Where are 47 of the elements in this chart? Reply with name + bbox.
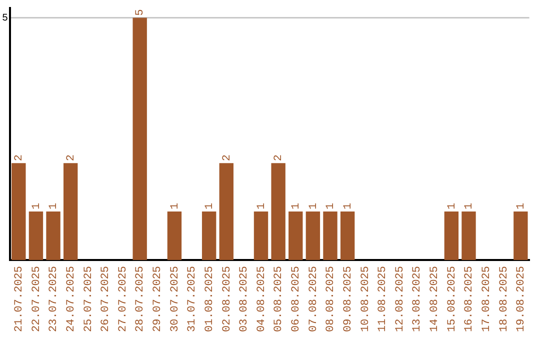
x-tick-label: 28.07.2025 [134, 266, 147, 332]
data-label: 1 [308, 202, 320, 210]
data-label: 1 [446, 202, 458, 210]
x-tick-label: 01.08.2025 [204, 266, 216, 332]
x-tick-label: 17.08.2025 [480, 266, 493, 332]
x-tick-label: 23.07.2025 [48, 266, 60, 332]
x-tick-label: 16.08.2025 [464, 266, 476, 332]
x-tick-label: 12.08.2025 [394, 266, 406, 332]
x-tick-label: 24.07.2025 [65, 266, 78, 332]
x-tick-label: 26.07.2025 [100, 266, 112, 332]
x-tick-label: 19.08.2025 [516, 266, 528, 332]
x-tick-label: 13.08.2025 [412, 266, 424, 332]
data-label: 2 [273, 154, 286, 162]
x-tick-label: 10.08.2025 [360, 266, 372, 332]
x-tick-label: 25.07.2025 [82, 266, 95, 332]
data-label: 1 [464, 202, 476, 210]
x-tick-label: 05.08.2025 [273, 266, 286, 332]
x-tick-label: 04.08.2025 [256, 266, 268, 332]
x-tick-label: 08.08.2025 [325, 266, 338, 332]
data-label: 2 [221, 154, 234, 162]
data-label: 1 [48, 202, 60, 210]
data-label: 1 [325, 202, 338, 210]
x-tick-label: 15.08.2025 [446, 266, 458, 332]
x-tick-label: 11.08.2025 [377, 266, 390, 332]
data-label: 1 [290, 202, 303, 210]
x-tick-label: 21.07.2025 [14, 266, 26, 332]
x-tick-label: 06.08.2025 [290, 266, 303, 332]
data-label: 2 [14, 154, 26, 162]
data-label: 2 [65, 154, 78, 162]
x-tick-label: 18.08.2025 [498, 266, 510, 332]
data-label: 1 [204, 202, 216, 210]
data-label: 5 [134, 9, 147, 16]
x-tick-label: 07.08.2025 [308, 266, 320, 332]
x-tick-label: 31.07.2025 [186, 266, 199, 332]
data-label: 1 [342, 202, 354, 210]
x-tick-label: 22.07.2025 [30, 266, 43, 332]
x-tick-label: 29.07.2025 [152, 266, 164, 332]
x-tick-label: 27.07.2025 [117, 266, 130, 332]
data-label: 1 [169, 202, 182, 210]
x-tick-label: 09.08.2025 [342, 266, 354, 332]
data-label: 1 [30, 202, 43, 210]
data-label: 1 [516, 202, 528, 210]
x-tick-label: 03.08.2025 [238, 266, 251, 332]
x-tick-label: 30.07.2025 [169, 266, 182, 332]
data-label: 1 [256, 202, 268, 210]
x-tick-label: 14.08.2025 [429, 266, 442, 332]
x-tick-label: 02.08.2025 [221, 266, 234, 332]
